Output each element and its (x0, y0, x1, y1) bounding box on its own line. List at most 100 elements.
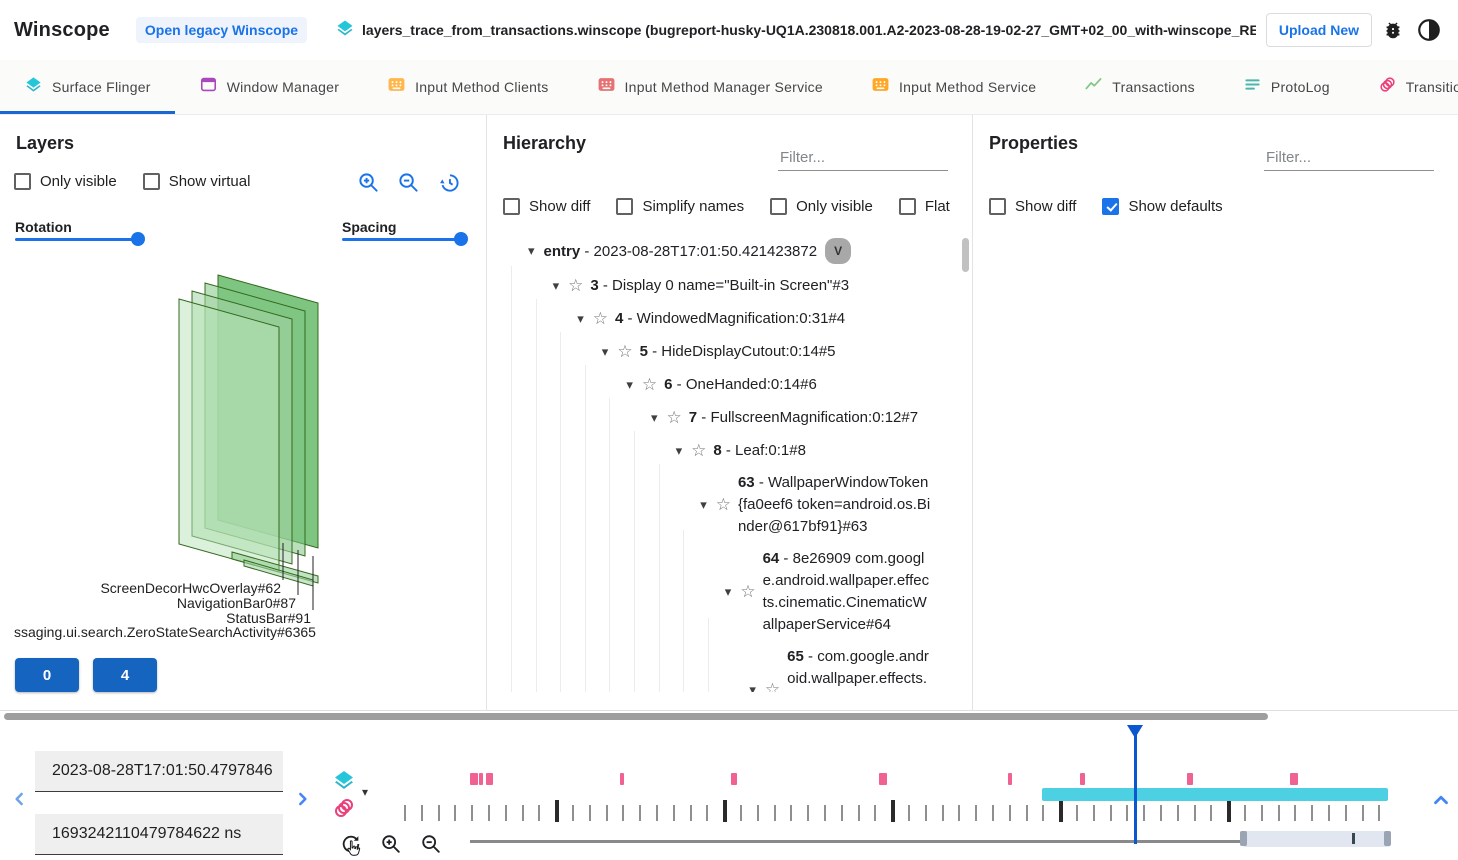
tab-protolog[interactable]: ProtoLog (1219, 60, 1354, 114)
range-slider-handle[interactable] (1240, 831, 1247, 846)
tree-node[interactable]: ▾ ☆ 63 - WallpaperWindowToken{fa0eef6 to… (700, 474, 931, 535)
tree-node-entry[interactable]: ▾ entry - 2023-08-28T17:01:50.421423872 V (501, 233, 951, 269)
timeline-range-slider-track[interactable] (470, 840, 1243, 843)
checkbox-simplify-names[interactable]: Simplify names (616, 198, 744, 215)
checkbox-box[interactable] (989, 198, 1006, 215)
slider-thumb[interactable] (131, 232, 145, 246)
next-entry-button[interactable] (290, 787, 314, 811)
tree-node[interactable]: ▾ ☆ 7 - FullscreenMagnification:0:12#7 (651, 407, 919, 427)
transition-event-marker[interactable] (879, 773, 887, 785)
star-icon[interactable]: ☆ (740, 582, 756, 601)
tree-node[interactable]: ▾ ☆ 6 - OneHanded:0:14#6 (626, 374, 817, 394)
report-bug-button[interactable] (1380, 17, 1406, 43)
transitions-trace-icon[interactable] (332, 796, 356, 825)
transition-event-marker[interactable] (1008, 773, 1012, 785)
checkbox-box[interactable] (616, 198, 634, 215)
checkbox-show-diff[interactable]: Show diff (503, 198, 590, 215)
expand-arrow-icon[interactable]: ▾ (675, 442, 683, 458)
star-icon[interactable]: ☆ (715, 495, 731, 514)
properties-filter-input[interactable] (1264, 145, 1434, 171)
main-horizontal-scrollbar[interactable] (4, 713, 1268, 720)
checkbox-show-diff[interactable]: Show diff (989, 198, 1076, 215)
tree-node[interactable]: ▾ ☆ 5 - HideDisplayCutout:0:14#5 (601, 341, 836, 361)
expand-arrow-icon[interactable]: ▾ (651, 409, 658, 425)
transition-event-marker[interactable] (620, 773, 624, 785)
expand-arrow-icon[interactable]: ▾ (700, 497, 707, 512)
collapse-timeline-button[interactable] (1428, 787, 1454, 813)
star-icon[interactable]: ☆ (641, 374, 658, 394)
checkbox-show-virtual[interactable]: Show virtual (142, 173, 250, 190)
star-icon[interactable]: ☆ (666, 407, 682, 427)
star-icon[interactable]: ☆ (764, 680, 781, 692)
hierarchy-filter-input[interactable] (778, 145, 948, 171)
nav-button-0[interactable]: 0 (15, 658, 79, 692)
expand-arrow-icon[interactable]: ▾ (552, 277, 560, 293)
tab-transitions[interactable]: Transitions (1354, 60, 1458, 114)
tab-input-method-service[interactable]: Input Method Service (847, 60, 1060, 114)
checkbox-box[interactable] (503, 198, 520, 215)
transition-event-marker[interactable] (731, 773, 737, 785)
expand-arrow-icon[interactable]: ▾ (626, 376, 633, 392)
tab-window-manager[interactable]: Window Manager (175, 60, 363, 114)
checkbox-box[interactable] (770, 198, 788, 215)
expand-arrow-icon[interactable]: ▾ (749, 682, 756, 692)
layers-zoom-in-button[interactable] (357, 171, 380, 194)
layers-reset-view-button[interactable] (437, 171, 460, 194)
timeline-zoom-in-button[interactable] (380, 833, 402, 855)
tab-transactions[interactable]: Transactions (1060, 60, 1219, 114)
upload-new-button[interactable]: Upload New (1265, 13, 1372, 47)
trace-dropdown-caret-icon[interactable]: ▾ (362, 785, 369, 799)
range-slider-handle[interactable] (1384, 831, 1391, 846)
star-icon[interactable]: ☆ (617, 341, 633, 361)
transition-event-marker[interactable] (1290, 773, 1298, 785)
surface-flinger-frame-band[interactable] (1042, 788, 1388, 801)
tab-surface-flinger[interactable]: Surface Flinger (0, 60, 175, 114)
nav-button-4[interactable]: 4 (93, 658, 157, 692)
checkbox-show-defaults[interactable]: Show defaults (1102, 198, 1223, 215)
spacing-slider[interactable] (342, 232, 468, 246)
expand-arrow-icon[interactable]: ▾ (724, 584, 732, 599)
tree-node[interactable]: ▾ ☆ 4 - WindowedMagnification:0:31#4 (577, 308, 846, 328)
transition-event-marker[interactable] (486, 773, 493, 785)
checkbox-only-visible[interactable]: Only visible (770, 198, 873, 215)
checkbox-only-visible[interactable]: Only visible (14, 173, 117, 190)
tree-node[interactable]: ▾ ☆ 3 - Display 0 name="Built-in Screen"… (552, 275, 850, 295)
tree-node[interactable]: ▾ ☆ 8 - Leaf:0:1#8 (675, 440, 806, 460)
expand-arrow-icon[interactable]: ▾ (601, 343, 609, 359)
surface-flinger-trace-icon[interactable] (332, 768, 356, 797)
checkbox-box[interactable] (898, 198, 916, 215)
checkbox-box[interactable] (1102, 198, 1120, 215)
checkbox-flat[interactable]: Flat (898, 198, 950, 215)
expand-arrow-icon[interactable]: ▾ (577, 310, 584, 326)
tree-node[interactable]: ▾ ☆ 64 - 8e26909 com.google.android.wall… (724, 550, 930, 633)
transition-event-marker[interactable] (479, 773, 483, 785)
transition-event-marker[interactable] (1187, 773, 1193, 785)
timeline-range-selection[interactable] (1243, 831, 1390, 847)
layer-label: ssaging.ui.search.ZeroStateSearchActivit… (14, 624, 316, 640)
transition-event-marker[interactable] (1080, 773, 1085, 785)
timeline-zoom-out-button[interactable] (420, 833, 442, 855)
star-icon[interactable]: ☆ (691, 440, 707, 460)
checkbox-box[interactable] (142, 173, 160, 190)
expand-arrow-icon[interactable]: ▾ (528, 243, 535, 258)
slider-thumb[interactable] (454, 232, 468, 246)
rotation-slider[interactable] (15, 232, 145, 246)
layers-zoom-out-button[interactable] (397, 171, 420, 194)
timeline-canvas[interactable] (404, 725, 1404, 857)
dark-mode-toggle[interactable] (1414, 15, 1444, 45)
timeline-cursor-head[interactable] (1127, 725, 1143, 738)
previous-entry-button[interactable] (8, 787, 32, 811)
tree-node[interactable]: ▾ ☆ 65 - com.google.android.wallpaper.ef… (501, 641, 951, 692)
checkbox-box[interactable] (14, 173, 31, 190)
timeline-cursor[interactable] (1134, 727, 1137, 844)
tab-input-method-manager-service[interactable]: Input Method Manager Service (573, 60, 847, 114)
tab-input-method-clients[interactable]: Input Method Clients (363, 60, 572, 114)
ns-time-input[interactable]: 1693242110479784622 ns (35, 814, 283, 855)
open-legacy-link[interactable]: Open legacy Winscope (135, 17, 308, 43)
star-icon[interactable]: ☆ (592, 308, 608, 328)
transition-event-marker[interactable] (470, 773, 478, 785)
star-icon[interactable]: ☆ (568, 275, 584, 295)
hierarchy-scrollbar[interactable] (962, 238, 969, 272)
human-time-input[interactable]: 2023-08-28T17:01:50.4797846 (35, 751, 283, 792)
layers-3d-canvas[interactable] (0, 255, 486, 615)
